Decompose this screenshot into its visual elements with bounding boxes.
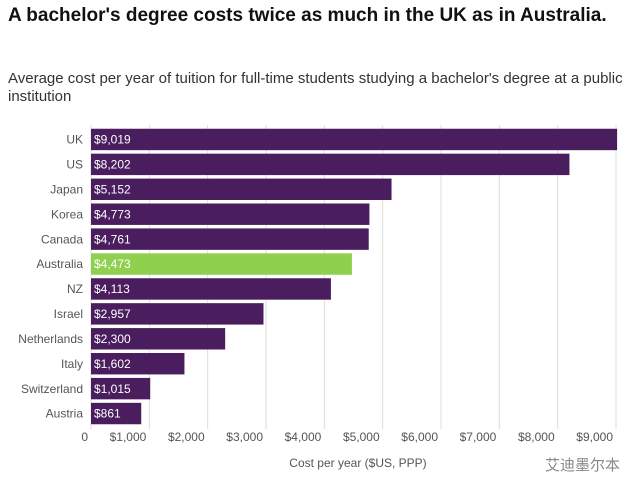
y-tick-label: Netherlands (18, 332, 83, 346)
y-tick-label: Japan (50, 182, 83, 196)
y-tick-label: Austria (46, 407, 84, 421)
bar (91, 203, 370, 225)
bar (91, 253, 352, 275)
watermark: 艾迪墨尔本 (545, 457, 620, 474)
y-tick-label: Australia (36, 257, 83, 271)
bar (91, 278, 331, 300)
y-tick-label: Italy (61, 357, 83, 371)
bar-value-label: $9,019 (94, 133, 131, 147)
x-axis-title: Cost per year ($US, PPP) (289, 456, 426, 470)
bar-value-label: $2,300 (94, 332, 131, 346)
bar-value-label: $2,957 (94, 307, 131, 321)
x-tick-label: $9,000 (576, 430, 613, 444)
x-tick-label: $8,000 (518, 430, 555, 444)
x-tick-label: $7,000 (460, 430, 497, 444)
bar (91, 352, 185, 375)
bar (91, 228, 369, 250)
y-tick-label: Korea (51, 207, 83, 221)
y-tick-label: Switzerland (21, 382, 83, 396)
bar-value-label: $861 (94, 407, 121, 421)
chart-title: A bachelor's degree costs twice as much … (8, 5, 607, 26)
x-tick-label: $4,000 (285, 430, 322, 444)
x-tick-label: $5,000 (343, 430, 380, 444)
bar (91, 303, 264, 325)
bar-value-label: $8,202 (94, 158, 131, 172)
y-tick-label: US (66, 158, 83, 172)
bar-value-label: $4,761 (94, 232, 131, 246)
bar (91, 153, 570, 176)
bar-value-label: $4,113 (94, 282, 130, 296)
x-tick-label: $6,000 (401, 430, 438, 444)
chart-subtitle: Average cost per year of tuition for ful… (8, 70, 623, 105)
y-tick-label: NZ (67, 282, 83, 296)
x-tick-label: $1,000 (110, 430, 147, 444)
bar (91, 178, 392, 201)
y-tick-label: UK (66, 133, 83, 147)
x-tick-label: $2,000 (168, 430, 205, 444)
bar (91, 402, 142, 425)
y-tick-label: Canada (41, 232, 83, 246)
bar-value-label: $5,152 (94, 182, 131, 196)
x-tick-label: $3,000 (226, 430, 263, 444)
bar-value-label: $4,773 (94, 207, 131, 221)
bar-value-label: $1,602 (94, 357, 131, 371)
y-tick-label: Israel (54, 307, 83, 321)
bar-value-label: $1,015 (94, 382, 131, 396)
bar (91, 128, 618, 151)
bar-value-label: $4,473 (94, 257, 131, 271)
x-tick-label: 0 (81, 430, 88, 444)
bar (91, 377, 151, 400)
bar (91, 328, 226, 350)
